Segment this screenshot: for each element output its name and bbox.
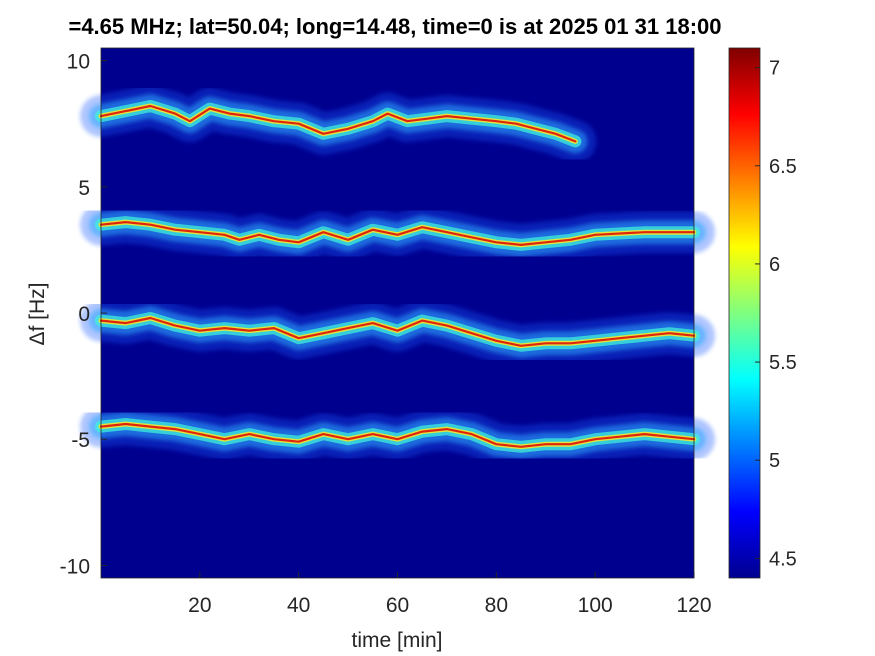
y-tick-label: 0 [78, 303, 90, 326]
colorbar-tick-label: 6 [769, 254, 780, 276]
y-tick-label: 10 [67, 51, 90, 74]
y-tick-label: -5 [71, 429, 90, 452]
traces-layer [80, 85, 715, 468]
x-tick-label: 80 [485, 594, 508, 617]
x-tick-label: 100 [578, 594, 613, 617]
colorbar-tick-label: 4.5 [769, 548, 797, 570]
trace-line [99, 104, 577, 143]
x-axis-label: time [min] [351, 629, 442, 652]
axes-layer: 20 40 60 80 100 120 -10 -5 0 5 10 [60, 47, 712, 617]
colorbar: 4.5 5 5.5 6 6.5 7 [728, 47, 797, 579]
trace-lower [80, 403, 715, 468]
colorbar-tick-label: 7 [769, 58, 780, 80]
trace-upper [80, 85, 597, 163]
x-tick-label: 60 [386, 594, 409, 617]
trace-line [99, 422, 696, 448]
y-axis-label: Δf [Hz] [26, 282, 49, 345]
colorbar-tick-label: 5 [769, 450, 780, 472]
colorbar-tick-label: 5.5 [769, 352, 797, 374]
y-tick-label: -10 [60, 555, 90, 578]
colorbar-tick-label: 6.5 [769, 156, 797, 178]
y-tick-label: 5 [78, 177, 90, 200]
colorbar-gradient [728, 47, 761, 579]
trace-line [99, 316, 696, 347]
chart-title: =4.65 MHz; lat=50.04; long=14.48, time=0… [68, 14, 722, 39]
x-tick-label: 40 [287, 594, 310, 617]
x-tick-label: 120 [676, 594, 711, 617]
x-tick-label: 20 [188, 594, 211, 617]
trace-line [99, 221, 696, 246]
trace-third [80, 297, 715, 367]
trace-second [80, 201, 715, 266]
